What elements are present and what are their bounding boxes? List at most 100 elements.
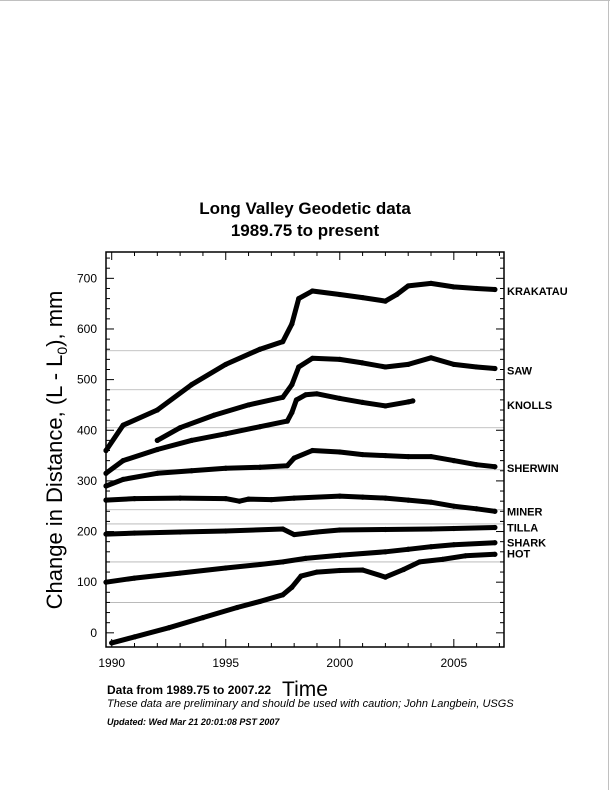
data-point xyxy=(428,544,434,550)
data-point xyxy=(234,604,240,611)
data-point xyxy=(314,569,320,575)
data-point xyxy=(428,499,434,505)
data-point xyxy=(382,526,388,533)
data-point xyxy=(131,575,138,581)
window-border-top xyxy=(0,0,610,1)
data-point xyxy=(302,392,309,398)
data-point xyxy=(382,403,388,409)
series-label-krakatau: KRAKATAU xyxy=(507,286,568,298)
data-point xyxy=(120,476,126,482)
y-tick-label: 0 xyxy=(90,626,97,640)
data-point xyxy=(289,321,295,327)
y-tick-label: 100 xyxy=(77,575,97,589)
data-range-note: Data from 1989.75 to 2007.22 xyxy=(107,683,272,697)
data-point xyxy=(236,498,243,504)
data-point xyxy=(131,496,138,502)
series-label-sherwin: SHERWIN xyxy=(507,463,559,475)
data-point xyxy=(280,592,286,598)
data-point xyxy=(492,464,498,470)
x-axis-label: Time xyxy=(282,678,328,701)
data-point xyxy=(309,447,316,454)
y-axis-label-sub: 0 xyxy=(54,347,70,355)
y-tick-label: 500 xyxy=(77,373,97,387)
data-point xyxy=(257,346,263,352)
data-point xyxy=(245,402,252,408)
x-tick-label: 1995 xyxy=(212,656,239,670)
data-point xyxy=(223,565,229,571)
data-point xyxy=(131,634,138,640)
data-point xyxy=(428,280,434,286)
data-point xyxy=(268,497,274,503)
y-tick-label: 700 xyxy=(77,271,97,285)
window-border-right xyxy=(608,0,609,790)
data-point xyxy=(382,452,388,459)
data-point xyxy=(291,495,297,501)
data-point xyxy=(417,559,423,565)
data-point xyxy=(296,295,302,302)
data-point xyxy=(154,407,160,413)
series-line-saw xyxy=(154,355,498,443)
y-tick-label: 200 xyxy=(77,525,97,539)
data-point xyxy=(257,464,263,470)
x-tick-label: 1990 xyxy=(98,656,125,670)
data-point xyxy=(359,294,366,301)
data-point xyxy=(474,285,480,292)
data-point xyxy=(289,409,295,416)
data-point xyxy=(451,284,457,290)
data-point xyxy=(337,567,343,574)
data-point xyxy=(474,462,480,468)
data-point xyxy=(291,531,297,538)
data-point xyxy=(154,437,160,443)
data-point xyxy=(302,555,309,561)
data-point xyxy=(131,530,138,536)
y-axis-label-main: Change in Distance, (L - L xyxy=(42,355,67,610)
chart-title: Long Valley Geodetic data xyxy=(199,199,411,218)
data-point xyxy=(405,546,411,552)
data-point xyxy=(492,508,498,514)
series-label-tilla: TILLA xyxy=(507,522,538,534)
data-point xyxy=(200,615,206,621)
x-tick-label: 2005 xyxy=(440,656,467,670)
x-tick-label: 2000 xyxy=(326,656,353,670)
data-point xyxy=(382,495,388,501)
data-point xyxy=(492,286,498,293)
data-point xyxy=(337,493,343,499)
data-point xyxy=(280,339,286,345)
data-point xyxy=(405,399,411,405)
plot-frame xyxy=(105,251,505,648)
data-point xyxy=(293,397,300,403)
data-point xyxy=(410,398,416,404)
data-point xyxy=(405,283,411,289)
data-point xyxy=(223,528,229,534)
data-point xyxy=(314,391,320,397)
caution-note: These data are preliminary and should be… xyxy=(107,698,514,710)
data-point xyxy=(280,526,286,532)
data-point xyxy=(245,496,252,502)
data-point xyxy=(257,424,263,430)
data-point xyxy=(177,495,183,501)
data-point xyxy=(296,364,302,370)
data-point xyxy=(451,503,457,509)
data-point xyxy=(401,566,407,573)
data-point xyxy=(280,394,286,400)
data-point xyxy=(309,288,316,294)
data-point xyxy=(223,431,229,437)
data-point xyxy=(337,527,343,533)
data-point xyxy=(177,570,183,576)
data-point xyxy=(474,506,480,512)
data-point xyxy=(314,529,320,535)
data-point xyxy=(492,551,498,557)
y-axis-label: Change in Distance, (L - L0), mm xyxy=(42,291,70,610)
data-point xyxy=(492,540,498,546)
data-point xyxy=(188,382,195,388)
data-point xyxy=(154,470,160,476)
data-point xyxy=(223,496,229,502)
data-point xyxy=(492,365,498,372)
series-line-miner xyxy=(103,493,498,514)
data-point xyxy=(289,382,295,388)
y-tick-label: 300 xyxy=(77,474,97,488)
data-point xyxy=(120,422,126,428)
series-label-miner: MINER xyxy=(507,506,543,518)
data-point xyxy=(405,497,411,503)
